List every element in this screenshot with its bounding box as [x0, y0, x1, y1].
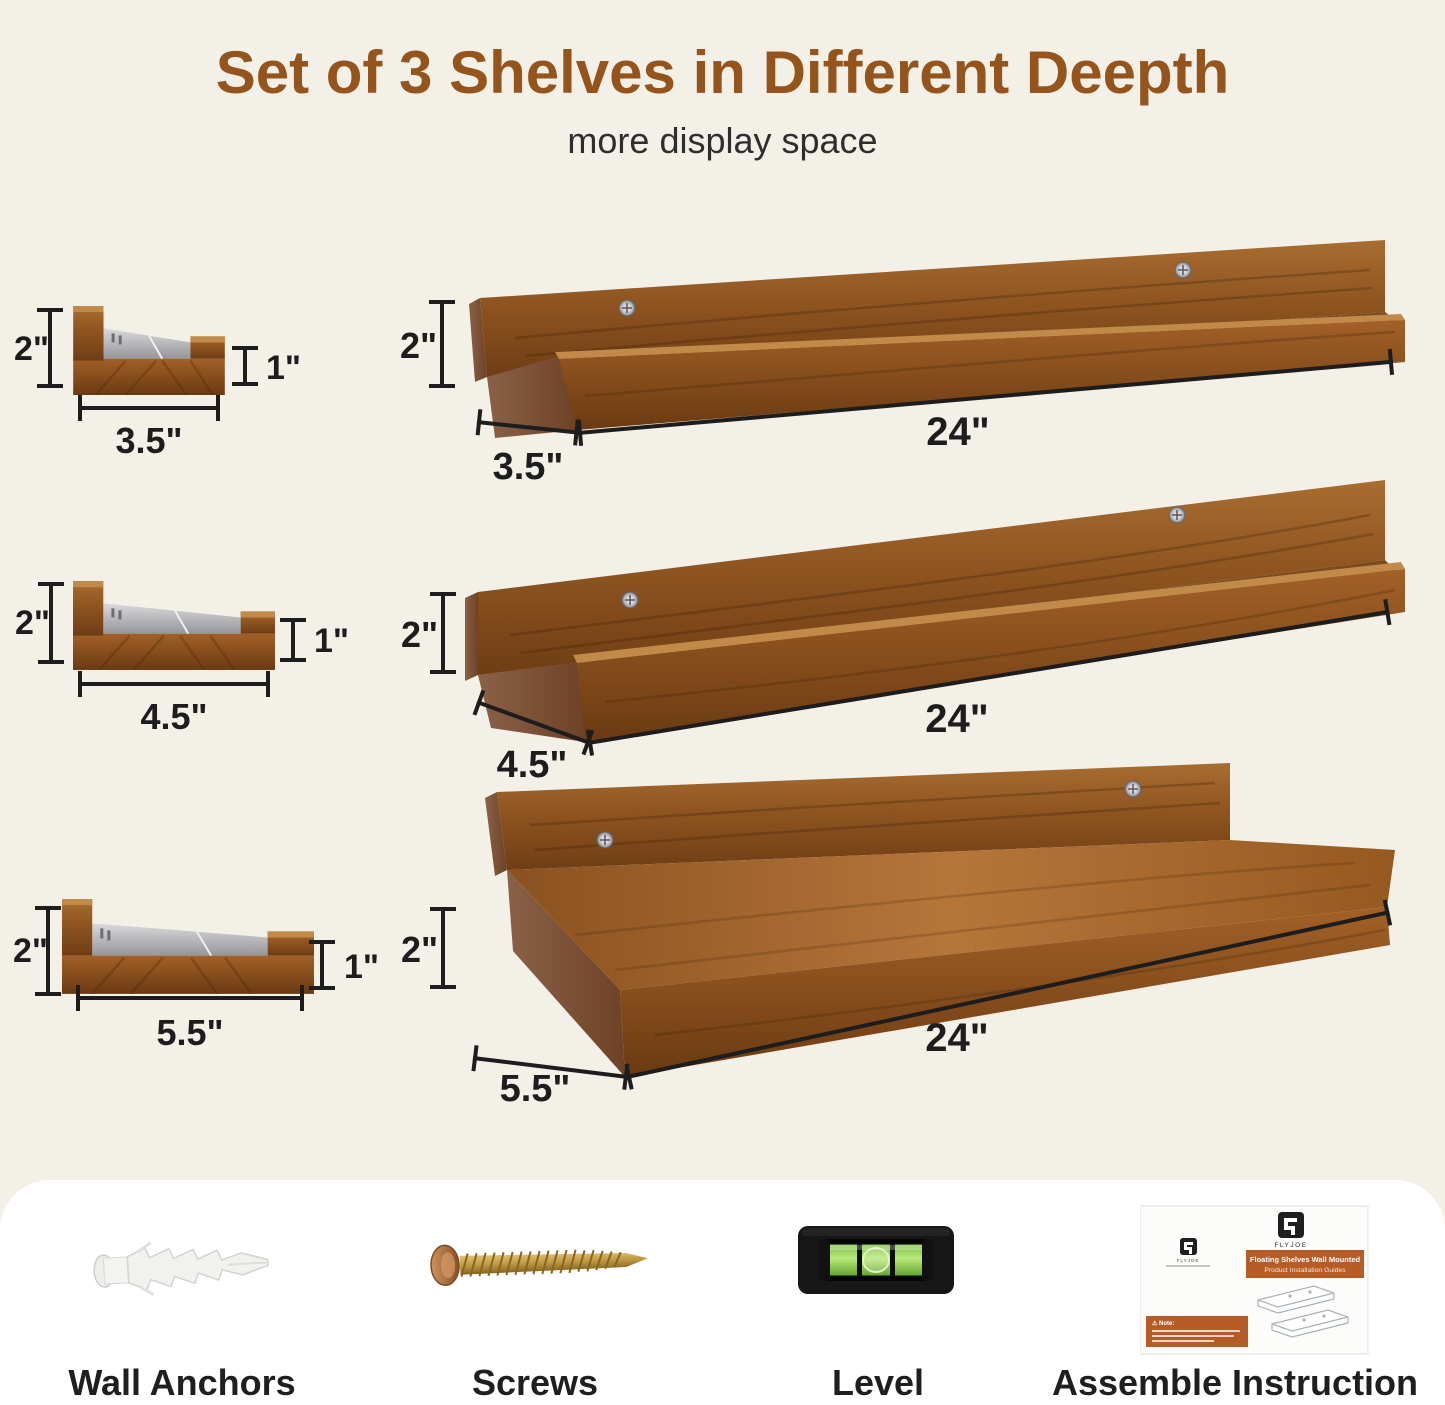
dim-label-section3-height: 2" [13, 932, 49, 970]
accessory-label-level: Level [831, 1362, 925, 1403]
brand-logo-icon [1180, 1238, 1197, 1255]
dim-label-shelf1-height: 2" [400, 325, 438, 366]
dim-line-section1-inner [232, 346, 258, 386]
dim-line-section3-inner [309, 940, 335, 990]
shelf-photo-4-5in [465, 480, 1405, 742]
booklet-brand-text-small: FLYJOE [1177, 1258, 1200, 1263]
dim-line-shelf1-height [429, 300, 455, 388]
dim-label-section3-depth: 5.5" [156, 1012, 224, 1053]
wall-anchor-icon [93, 1241, 269, 1296]
cross-section-photo-3-5in [73, 306, 225, 395]
dim-label-section2-height: 2" [15, 604, 51, 642]
booklet-banner-subtitle: Product Installation Guides [1264, 1267, 1346, 1274]
dim-label-shelf3-depth: 5.5" [499, 1068, 571, 1110]
dim-line-section3-height [35, 906, 61, 996]
dim-label-shelf2-depth: 4.5" [496, 744, 568, 786]
dim-line-section1-depth [78, 395, 220, 421]
booklet-note-label: ⚠ Note: [1152, 1320, 1174, 1327]
dim-line-section3-depth [76, 985, 304, 1011]
accessory-label-wall-anchors: Wall Anchors [68, 1362, 296, 1403]
page-title: Set of 3 Shelves in Different Deepth [215, 39, 1230, 106]
booklet-shelf-lineart [1257, 1285, 1349, 1338]
accessory-label-screws: Screws [471, 1362, 599, 1403]
dim-label-shelf2-length: 24" [925, 697, 989, 741]
page-subtitle: more display space [567, 120, 878, 161]
dim-line-shelf2-height [430, 592, 456, 674]
dim-label-shelf3-height: 2" [401, 929, 439, 970]
level-icon [798, 1226, 954, 1294]
dim-label-section1-depth: 3.5" [115, 420, 183, 461]
cross-section-photo-4-5in [73, 581, 275, 670]
dim-line-section2-depth [78, 671, 270, 697]
dim-label-section3-inner: 1" [344, 948, 380, 986]
dim-label-shelf1-depth: 3.5" [492, 446, 564, 488]
shelf-photo-3-5in [469, 240, 1405, 438]
booklet-banner [1246, 1250, 1364, 1278]
booklet-banner-title: Floating Shelves Wall Mounted [1250, 1255, 1361, 1264]
dim-label-shelf3-length: 24" [925, 1016, 989, 1060]
dim-label-section2-depth: 4.5" [140, 696, 208, 737]
dim-line-section2-height [38, 582, 64, 664]
booklet-brand-text: FLYJOE [1274, 1242, 1307, 1249]
level-bubble [862, 1247, 890, 1273]
dim-label-section1-height: 2" [14, 330, 50, 368]
screw-icon [430, 1244, 648, 1287]
dim-label-section2-inner: 1" [314, 622, 350, 660]
dim-line-shelf3-height [430, 907, 456, 989]
accessory-label-assemble-instruction: Assemble Instruction [1051, 1362, 1419, 1403]
dim-line-section2-inner [280, 618, 306, 662]
cross-section-photo-5-5in [62, 899, 314, 994]
dim-label-shelf2-height: 2" [401, 614, 439, 655]
dim-label-shelf1-length: 24" [926, 410, 990, 454]
dim-label-section1-inner: 1" [266, 349, 302, 387]
instruction-booklet-icon: FLYJOE FLYJOE Floating Shelves Wall Moun… [1140, 1205, 1369, 1355]
dim-line-section1-height [37, 308, 63, 388]
